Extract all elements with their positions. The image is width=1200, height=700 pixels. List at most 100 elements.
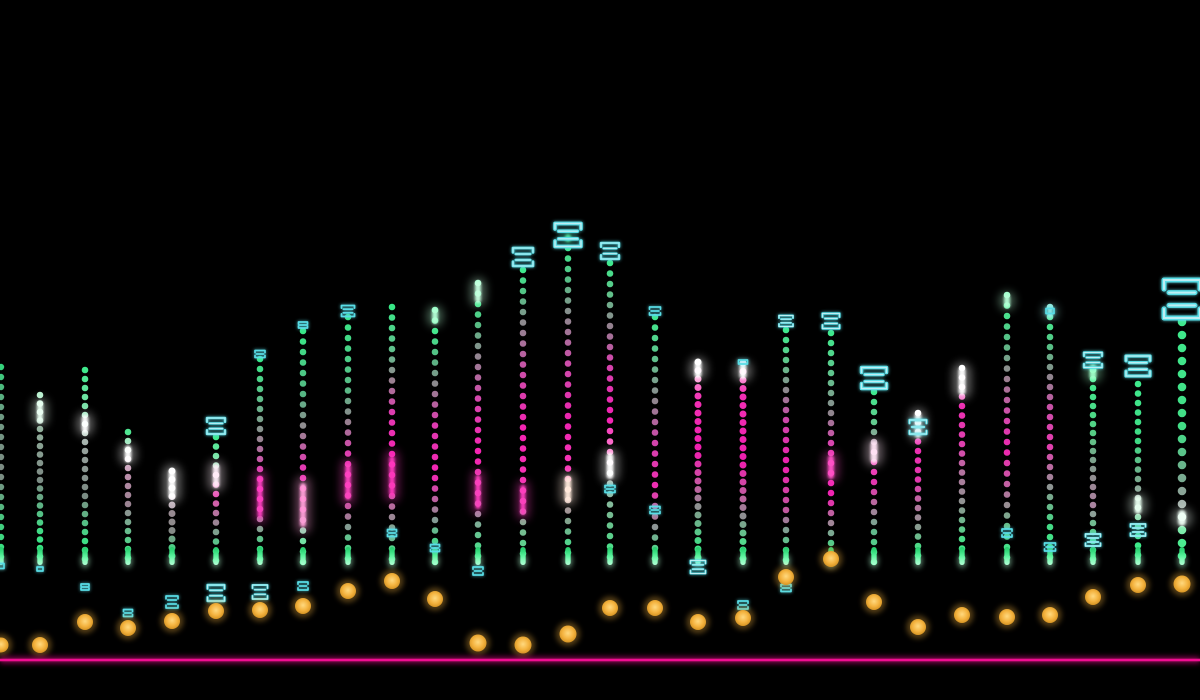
column-dot: [694, 486, 702, 493]
column-dot: [519, 340, 527, 347]
column-dot: [299, 401, 307, 408]
column-dot: [564, 370, 572, 378]
column-dot: [870, 478, 878, 486]
column-dot: [827, 329, 835, 337]
column-dot: [606, 427, 614, 435]
orange-dot: [1085, 589, 1101, 605]
orange-dot: [1173, 575, 1191, 593]
column-dot: [1003, 470, 1011, 477]
column-dot: [1003, 512, 1011, 519]
column-dot: [388, 419, 396, 426]
column-dot: [256, 455, 264, 463]
column-dot: [1177, 421, 1187, 431]
dot-column: [950, 362, 974, 627]
column-dot: [782, 396, 790, 404]
column-dot: [81, 447, 89, 455]
column-dot: [564, 328, 572, 336]
column-tip-glow: [1002, 554, 1012, 568]
column-dot: [1089, 393, 1097, 401]
column-dot: [870, 468, 878, 476]
column-dot: [694, 469, 702, 476]
orange-dot: [384, 573, 400, 589]
column-dot: [81, 366, 89, 374]
column-dot: [124, 437, 132, 445]
column-tip-glow: [1045, 554, 1055, 568]
column-dot: [1003, 386, 1011, 393]
column-dot: [958, 450, 966, 457]
column-dot: [0, 493, 5, 501]
column-dot: [81, 528, 89, 536]
column-dot: [519, 434, 527, 442]
column-dot: [344, 355, 352, 363]
column-dot: [1046, 333, 1054, 341]
column-dot: [299, 411, 307, 419]
column-dot: [474, 311, 482, 318]
column-dot: [519, 266, 527, 274]
column-dot: [0, 443, 5, 451]
column-dot: [0, 423, 5, 431]
column-dot: [564, 297, 572, 304]
cyan-bracket-marker: [0, 562, 5, 570]
column-dot: [651, 355, 659, 363]
column-dot: [1046, 443, 1054, 451]
column-dot: [0, 463, 5, 471]
column-dot: [606, 375, 614, 382]
orange-dot: [823, 551, 839, 567]
column-dot: [0, 453, 5, 461]
cyan-bracket-marker: [1043, 542, 1057, 552]
column-dot: [36, 510, 44, 518]
column-dot: [739, 427, 747, 435]
column-dot: [212, 509, 220, 517]
column-dot: [1134, 418, 1142, 426]
orange-dot: [954, 607, 970, 623]
column-dot: [124, 428, 132, 436]
column-dot: [0, 373, 5, 381]
column-dot: [870, 498, 878, 506]
column-dot: [606, 280, 614, 288]
column-dot: [1046, 393, 1054, 401]
column-dot: [1177, 538, 1187, 548]
column-dot: [212, 443, 220, 450]
column-dot: [1134, 456, 1142, 464]
baseline: [0, 658, 1200, 662]
column-dot: [1089, 447, 1097, 455]
column-dot: [212, 500, 220, 507]
column-dot: [782, 366, 790, 374]
column-dot: [519, 277, 527, 284]
column-dot: [474, 321, 482, 329]
column-tip-glow: [211, 554, 221, 568]
column-dot: [212, 433, 220, 441]
column-dot: [344, 534, 352, 541]
column-dot: [256, 405, 264, 413]
column-dot: [914, 457, 922, 464]
column-dot: [474, 363, 482, 371]
column-dot: [739, 538, 747, 545]
column-dot: [564, 423, 572, 430]
column-dot: [344, 376, 352, 384]
column-dot: [651, 376, 659, 384]
column-dot: [36, 502, 44, 509]
column-dot: [739, 393, 747, 401]
column-dot: [870, 398, 878, 406]
orange-dot: [32, 637, 48, 653]
column-dot: [958, 526, 966, 533]
dot-column: [423, 305, 447, 611]
column-dot: [1089, 456, 1097, 464]
column-dot: [870, 518, 878, 526]
column-dot: [81, 501, 89, 509]
column-dot: [827, 399, 835, 407]
column-dot: [474, 374, 482, 381]
column-dot: [431, 474, 439, 482]
column-dot: [124, 500, 132, 508]
column-dot: [212, 519, 220, 526]
column-dot: [256, 435, 264, 443]
flare-core: [345, 464, 351, 500]
column-dot: [606, 270, 614, 277]
dot-column: [28, 391, 52, 657]
column-dot: [564, 349, 572, 357]
flare-core: [694, 360, 702, 378]
orange-dot: [340, 583, 356, 599]
flare-core: [300, 483, 306, 527]
column-dot: [914, 466, 922, 474]
